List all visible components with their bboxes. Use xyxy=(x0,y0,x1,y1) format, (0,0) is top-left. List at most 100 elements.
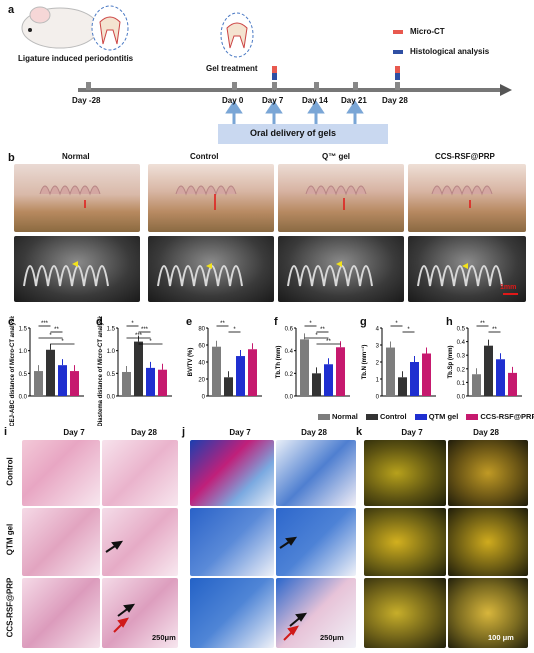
legend-swatch xyxy=(365,414,378,421)
bar-chart-g: 0 1 2 3 4 Tb.N (mm⁻¹) * * xyxy=(361,321,436,401)
day-label: Day 14 xyxy=(302,96,328,105)
bar-c-2 xyxy=(58,365,67,396)
bar-h-0 xyxy=(472,374,481,396)
timeline-diagram xyxy=(21,5,512,144)
tick-label: 0.5 xyxy=(107,372,116,378)
legend-swatch xyxy=(414,414,427,421)
chart-legend: Normal Control QTM gel CCS-RSF@PRP xyxy=(318,412,534,421)
tick-label: 0.0 xyxy=(457,395,466,401)
microct-col-control: Control xyxy=(190,152,219,161)
col-day7-i: Day 7 xyxy=(63,428,85,437)
panel-label-e: e xyxy=(186,316,193,328)
significance-stars: ** xyxy=(320,327,325,333)
col-day28-i: Day 28 xyxy=(131,428,157,437)
masson-ccs-day28 xyxy=(276,578,356,648)
bar-d-0 xyxy=(122,371,131,396)
microct-slice-normal xyxy=(14,236,140,302)
panel-label-d: d xyxy=(96,316,103,328)
bar-e-1 xyxy=(224,377,233,396)
tick-label: 2 xyxy=(376,361,380,367)
scale-bar-k: 100 μm xyxy=(488,633,514,642)
bar-c-0 xyxy=(34,371,43,396)
bar-f-3 xyxy=(336,347,345,396)
significance-stars: * xyxy=(149,339,152,345)
psr-control-day7 xyxy=(364,440,446,506)
significance-stars: ** xyxy=(480,321,485,327)
microct-slice-control xyxy=(148,236,274,302)
bar-c-3 xyxy=(70,371,79,396)
significance-stars: * xyxy=(61,339,64,345)
tick-label: 0.4 xyxy=(457,340,466,346)
psr-ccs-day7 xyxy=(364,578,446,648)
panel-label-g: g xyxy=(360,316,367,328)
bar-h-1 xyxy=(484,345,493,396)
panel-label-a: a xyxy=(8,4,15,16)
legend-histology: Histological analysis xyxy=(410,47,490,56)
panel-label-b: b xyxy=(8,152,15,164)
masson-qgel-day7 xyxy=(190,508,274,576)
bar-chart-f: 0.00.20.40.6Tb.Th (mm)****** xyxy=(276,321,350,401)
gel-tooth-illustration xyxy=(220,12,254,58)
day-label: Day 28 xyxy=(382,96,408,105)
tick-label: 1.5 xyxy=(107,327,116,333)
masson-control-day7 xyxy=(190,440,274,506)
panel-label-k: k xyxy=(356,426,363,438)
bar-e-0 xyxy=(212,346,221,396)
significance-stars: * xyxy=(49,333,52,339)
bar-f-2 xyxy=(324,364,333,396)
ligature-label: Ligature induced periodontitis xyxy=(18,54,134,63)
tick-label: 4 xyxy=(376,327,380,333)
tick-label: 0 xyxy=(202,395,206,401)
bar-h-3 xyxy=(508,372,517,396)
panel-label-i: i xyxy=(4,426,8,438)
bar-g-3 xyxy=(422,353,431,396)
significance-stars: * xyxy=(407,327,410,333)
he-control-day28 xyxy=(102,440,178,506)
bar-d-1 xyxy=(134,341,143,396)
bar-chart-h: 0.0 0.1 0.2 0.3 0.4 0.5 Tb.Sp (mm) ** ** xyxy=(448,321,522,401)
he-ccs-day7 xyxy=(22,578,100,648)
day-label: Day 21 xyxy=(341,96,367,105)
legend-microct: Micro-CT xyxy=(410,27,445,36)
microct-3d-q-gel xyxy=(278,164,404,232)
psr-qgel-day28 xyxy=(448,508,528,576)
significance-stars: ** xyxy=(492,327,497,333)
panel-label-c: c xyxy=(8,316,15,328)
legend-label: Control xyxy=(379,412,407,421)
rat-illustration xyxy=(21,5,129,51)
tick-label: 0.3 xyxy=(457,354,466,360)
microct-slice-ccs xyxy=(408,236,526,302)
psr-control-day28 xyxy=(448,440,528,506)
legend-label: Normal xyxy=(332,412,358,421)
bar-e-3 xyxy=(248,349,257,396)
tick-label: 20 xyxy=(198,378,205,384)
tick-label: 60 xyxy=(198,344,205,350)
bar-h-2 xyxy=(496,359,505,396)
bar-g-2 xyxy=(410,362,419,396)
significance-stars: ** xyxy=(54,327,59,333)
he-ccs-day28 xyxy=(102,578,178,648)
significance-stars: ** xyxy=(326,339,331,345)
tick-label: 0.1 xyxy=(457,381,466,387)
legend-label: QTM gel xyxy=(428,412,459,421)
bar-e-2 xyxy=(236,356,245,396)
tick-label: 0.4 xyxy=(285,349,294,355)
microct-3d-overlay xyxy=(39,185,493,210)
bar-d-2 xyxy=(146,367,155,396)
col-day28-k: Day 28 xyxy=(473,428,499,437)
microct-slice-overlay xyxy=(23,261,518,295)
col-day28-j: Day 28 xyxy=(301,428,327,437)
tick-label: 0.2 xyxy=(457,367,466,373)
significance-stars: * xyxy=(131,321,134,327)
tick-label: 0.0 xyxy=(107,395,116,401)
psr-qgel-day7 xyxy=(364,508,446,576)
tick-label: 0.5 xyxy=(19,372,28,378)
bar-g-0 xyxy=(386,347,395,396)
tick-label: 0.2 xyxy=(285,372,294,378)
significance-stars: * xyxy=(309,321,312,327)
col-day7-j: Day 7 xyxy=(229,428,251,437)
bar-d-3 xyxy=(158,369,167,396)
